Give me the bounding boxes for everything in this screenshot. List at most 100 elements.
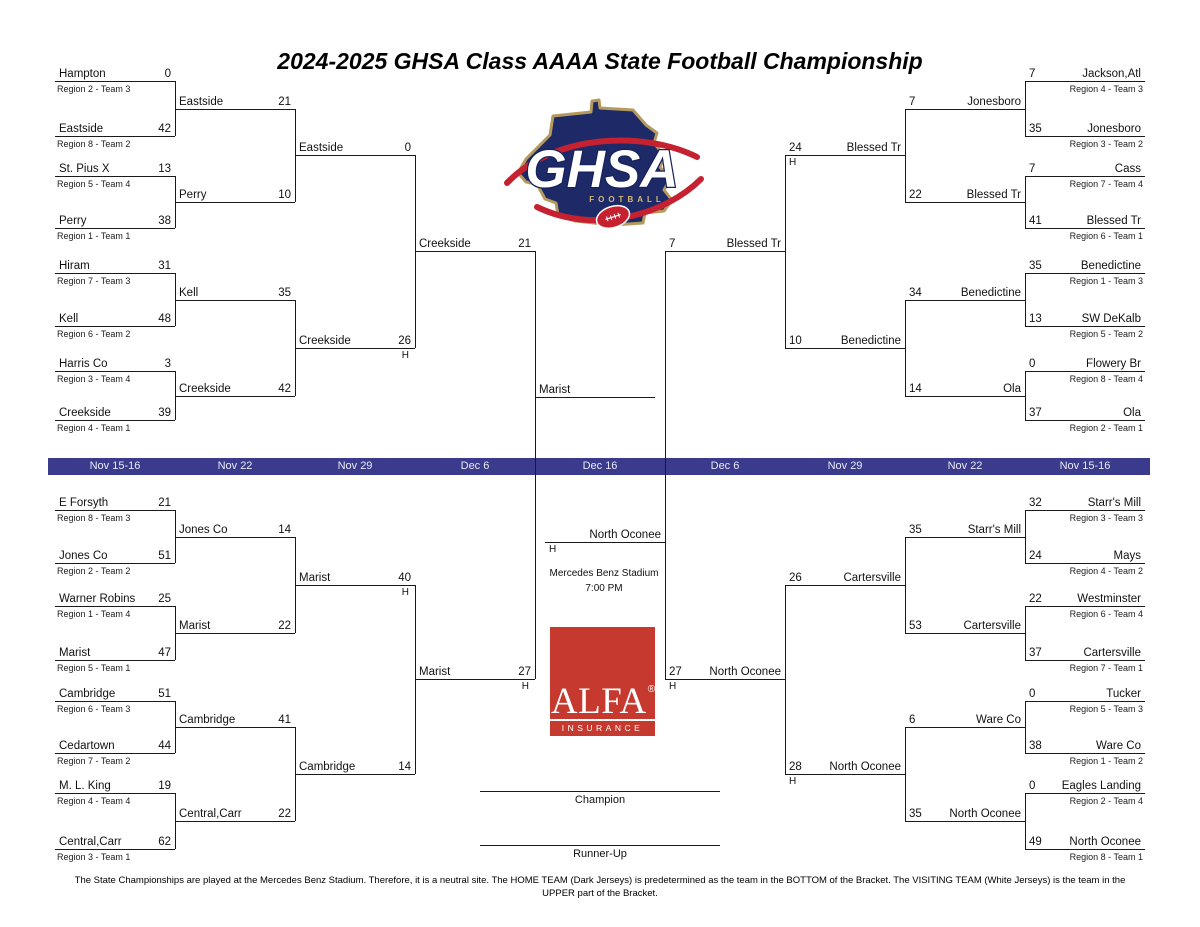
bracket-entry: Jones Co 14 [179, 522, 291, 536]
team-name: Hiram [59, 260, 90, 272]
bracket-line [1025, 228, 1145, 229]
bracket-line [785, 155, 905, 157]
bracket-line [55, 273, 175, 274]
team-name: Blessed Tr [846, 142, 901, 155]
bracket-line [55, 563, 175, 564]
team-name: St. Pius X [59, 163, 110, 175]
team-score: 35 [909, 523, 922, 536]
bracket-line [1025, 753, 1145, 754]
bracket-entry: Cartersville 26 [789, 570, 901, 584]
team-name: Cambridge [179, 714, 236, 726]
region-label: Region 6 - Team 3 [57, 704, 131, 714]
bracket-line [535, 397, 655, 398]
runner-up-line [480, 845, 720, 846]
team-name: Cartersville [1083, 647, 1141, 659]
team-score: 7 [1029, 163, 1036, 175]
team-name: North Oconee [709, 666, 781, 679]
venue-name: Mercedes Benz Stadium [549, 568, 659, 579]
team-score: 42 [158, 123, 171, 135]
bracket-line [1025, 793, 1145, 794]
region-label: Region 4 - Team 1 [57, 423, 131, 433]
team-name: Hampton [59, 68, 106, 80]
bracket-entry: Marist 27 [419, 664, 531, 678]
team-name: Ware Co [1096, 740, 1141, 752]
team-name: Creekside [299, 334, 351, 347]
team-score: 35 [1029, 123, 1042, 135]
team-name: E Forsyth [59, 497, 109, 509]
bracket-entry: Benedictine 10 [789, 333, 901, 347]
team-name: Eastside [59, 123, 104, 135]
date-label: Nov 29 [827, 460, 863, 472]
team-name: Marist [59, 647, 91, 659]
team-name: Cambridge [299, 761, 356, 773]
alfa-logo: ALFA ® INSURANCE [550, 627, 655, 736]
team-score: 31 [158, 260, 171, 272]
team-name: Benedictine [840, 334, 901, 347]
team-name: Eastside [179, 95, 224, 108]
bracket-line [175, 727, 295, 728]
team-score: 3 [164, 358, 171, 370]
region-label: Region 1 - Team 4 [57, 609, 131, 619]
team-name: Flowery Br [1086, 358, 1141, 370]
bracket-line [175, 536, 295, 538]
swoosh-top-icon [504, 137, 700, 186]
alfa-insurance-label: INSURANCE [561, 723, 644, 733]
bracket-line [1025, 273, 1145, 274]
team-name: Ola [1003, 382, 1021, 395]
bracket-line [1025, 420, 1145, 421]
team-name: Marist [299, 571, 331, 584]
bracket-entry: Eagles Landing 0 [1029, 778, 1141, 792]
bracket-line [905, 536, 1025, 538]
team-score: 10 [278, 189, 291, 201]
home-indicator: H [789, 776, 797, 787]
bracket-entry: Blessed Tr 22 [909, 187, 1021, 201]
bracket-entry: North Oconee 49 [1029, 834, 1141, 848]
bracket-line [55, 606, 175, 607]
football-icon [595, 204, 631, 230]
bracket-entry: Marist 22 [179, 618, 291, 632]
team-name: Benedictine [1080, 260, 1141, 272]
team-score: 24 [1029, 550, 1042, 562]
date-label: Nov 29 [337, 460, 373, 472]
bracket-entry: Cambridge 41 [179, 712, 291, 726]
bracket-line [55, 176, 175, 177]
team-name: Westminster [1077, 593, 1141, 605]
region-label: Region 3 - Team 4 [57, 374, 131, 384]
region-label: Region 2 - Team 2 [57, 566, 131, 576]
bracket-entry: Cedartown 44 [59, 738, 171, 752]
team-score: 44 [158, 740, 171, 752]
team-score: 37 [1029, 407, 1042, 419]
team-score: 35 [909, 808, 922, 820]
bracket-line [415, 679, 535, 681]
bracket-line [905, 821, 1025, 822]
bracket-line [175, 633, 295, 634]
ghsa-wordmark: GHSA [525, 140, 678, 199]
bracket-line [55, 371, 175, 372]
home-indicator: H [401, 586, 409, 598]
bracket-entry: Kell 35 [179, 285, 291, 299]
date-label: Nov 22 [947, 460, 983, 472]
team-name: Starr's Mill [1087, 497, 1141, 509]
bracket-entry: Eastside 0 [299, 140, 411, 154]
bracket-connector [665, 251, 666, 680]
bracket-connector [1025, 176, 1026, 228]
bracket-entry: Mays 24 [1029, 548, 1141, 562]
bracket-line [905, 633, 1025, 634]
bracket-connector [1025, 273, 1026, 326]
region-label: Region 1 - Team 2 [1069, 756, 1143, 766]
team-name: Central,Carr [179, 808, 242, 820]
team-score: 35 [278, 286, 291, 299]
bracket-entry: E Forsyth 21 [59, 495, 171, 509]
bracket-entry: Flowery Br 0 [1029, 356, 1141, 370]
date-label: Nov 15-16 [89, 460, 141, 472]
team-name: Central,Carr [59, 836, 122, 848]
team-score: 22 [278, 808, 291, 820]
bracket-line [55, 81, 175, 82]
team-score: 28 [789, 761, 802, 773]
bracket-line [905, 299, 1025, 301]
team-name: Jonesboro [1087, 123, 1141, 135]
alfa-wordmark: ALFA ® [550, 627, 655, 721]
home-indicator: H [521, 681, 529, 693]
team-name: North Oconee [949, 808, 1021, 820]
